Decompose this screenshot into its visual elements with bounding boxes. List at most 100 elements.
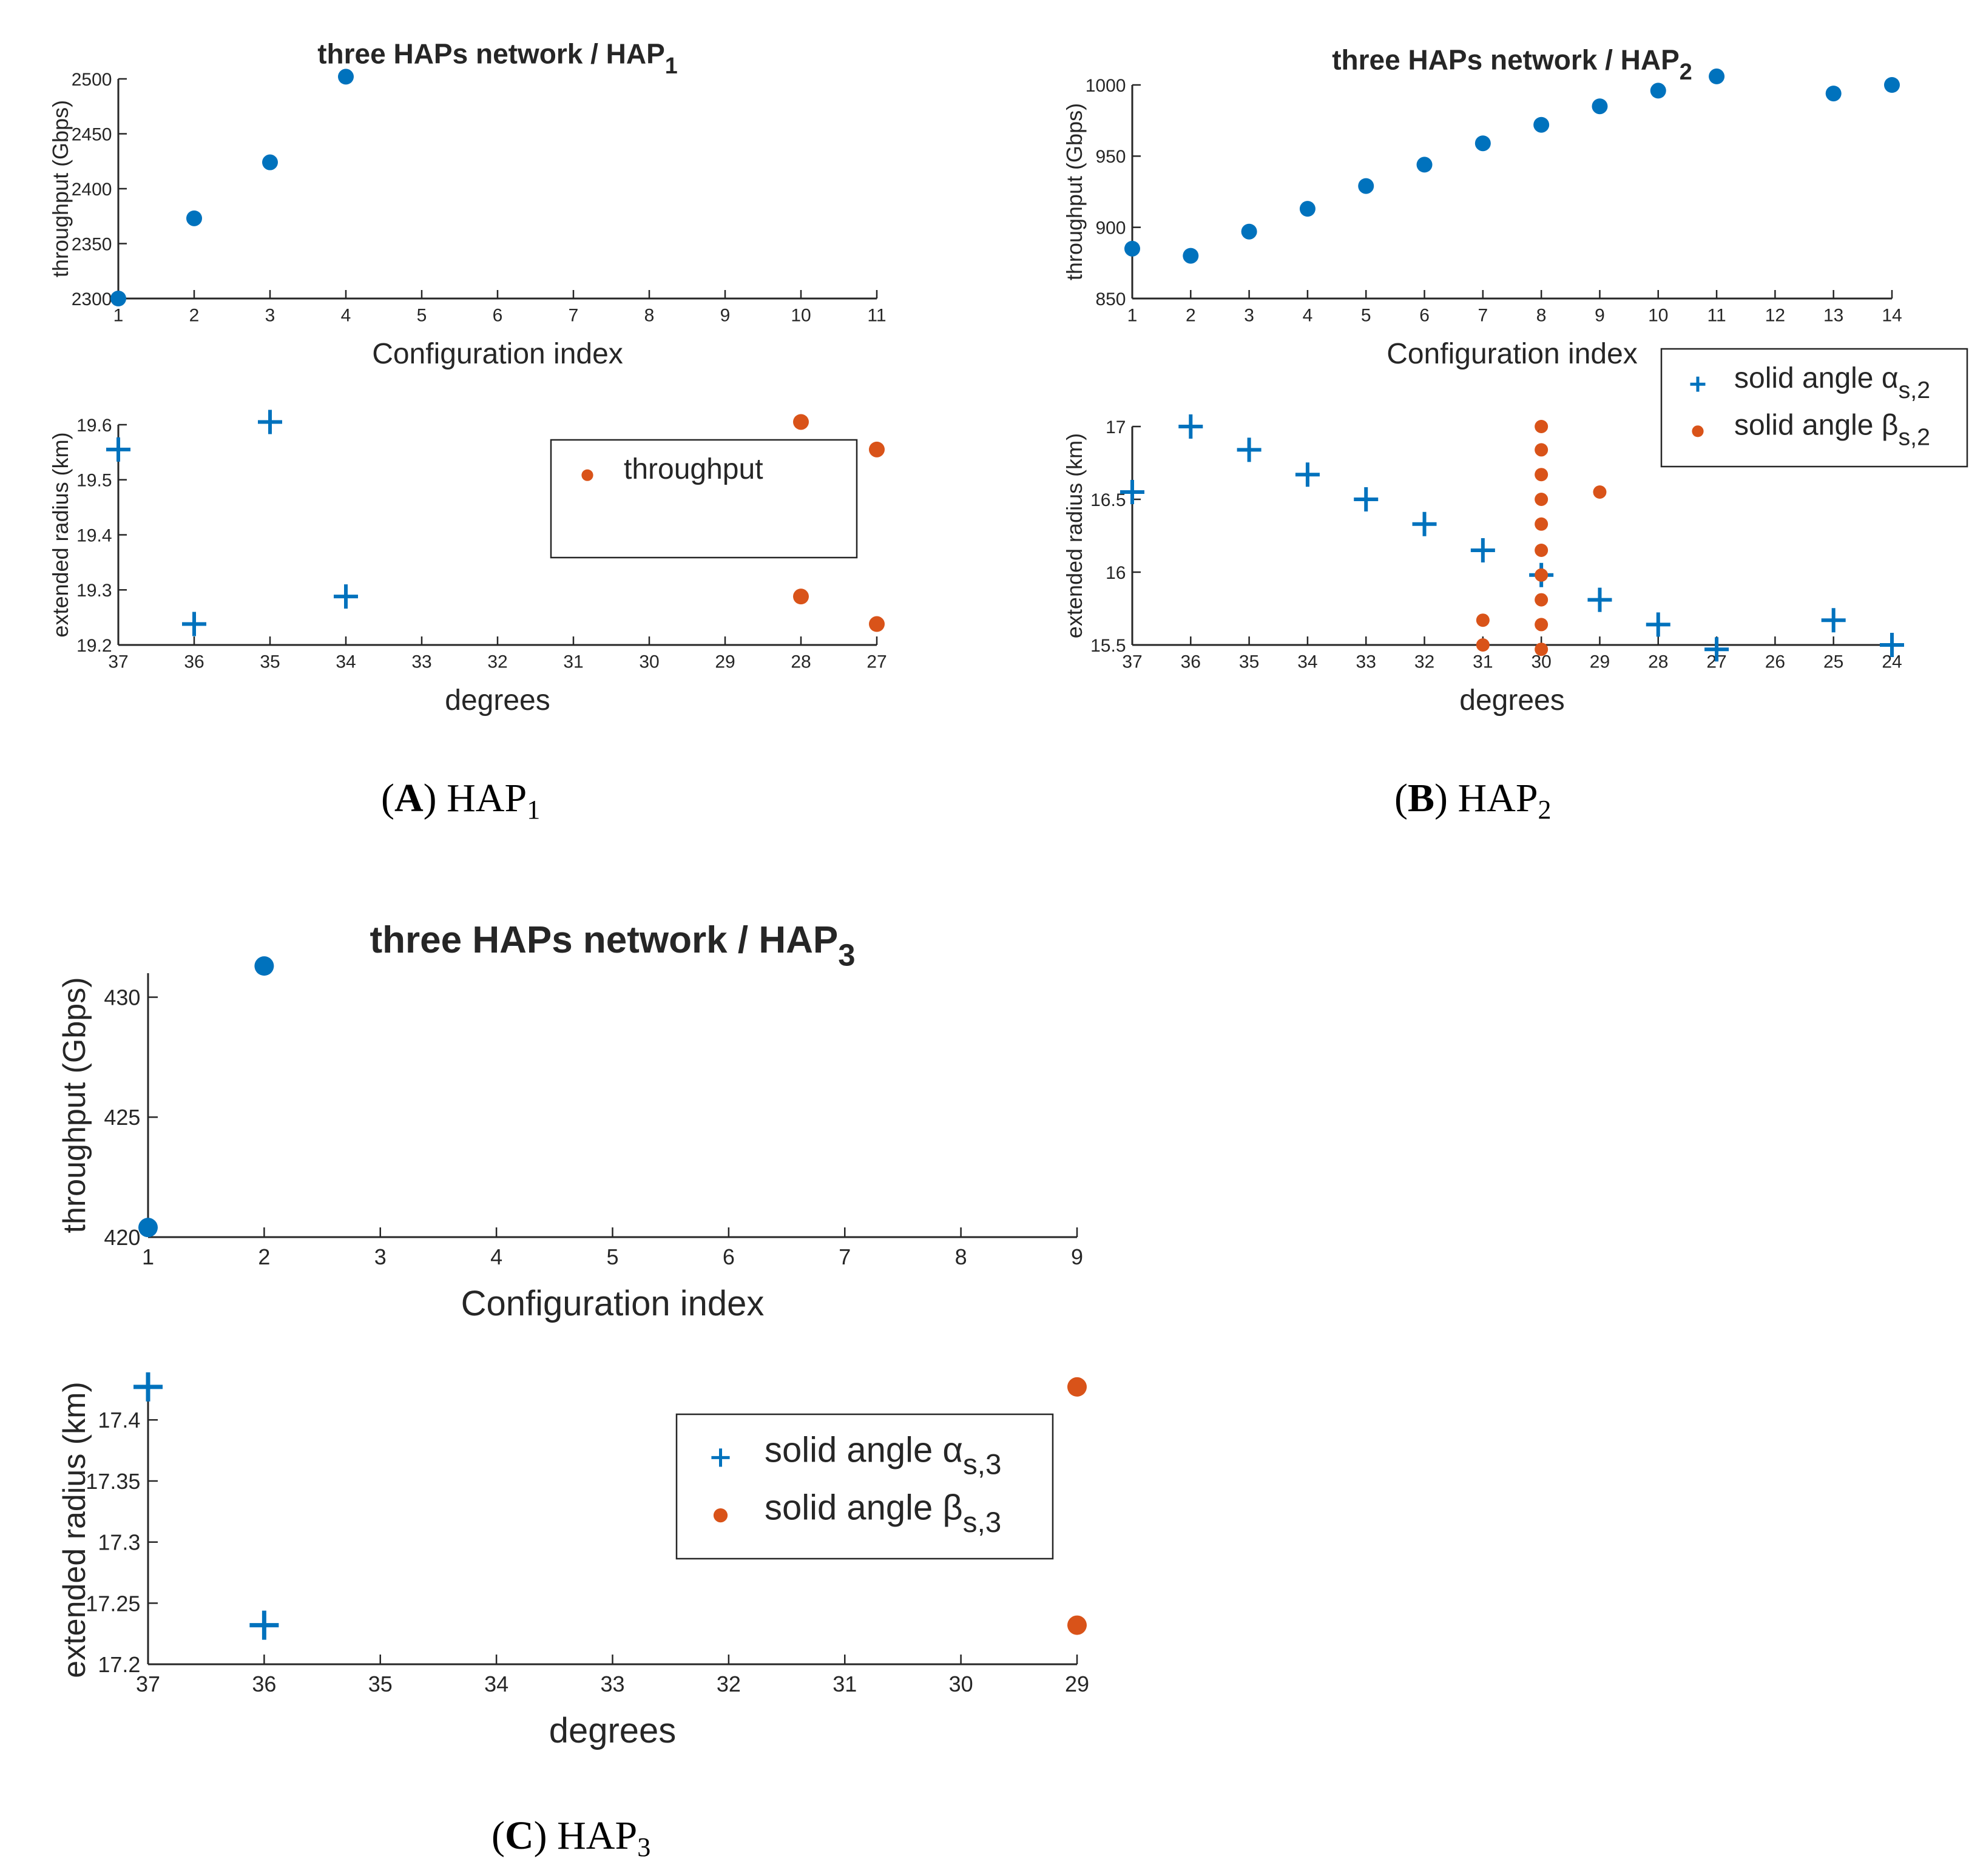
data-point [1535,593,1549,607]
y-tick-label: 430 [104,985,140,1010]
x-tick-label: 8 [955,1244,967,1269]
legend-entry: solid angle βs,3 [765,1488,1001,1539]
data-point [1535,643,1549,656]
data-point [1709,68,1725,84]
data-point [793,414,809,430]
x-tick-label: 7 [1478,306,1488,326]
chart-title: three HAPs network / HAP1 [317,38,678,78]
data-point [1535,443,1549,457]
x-tick-label: 36 [184,652,204,672]
x-tick-label: 31 [563,652,583,672]
x-tick-label: 37 [1122,652,1142,672]
x-axis-label: Configuration index [372,338,623,370]
data-point [138,1218,158,1238]
legend: throughput [550,439,858,559]
y-tick-label: 425 [104,1105,140,1130]
x-tick-label: 28 [791,652,811,672]
data-point [1650,83,1666,99]
data-point-plus [1821,608,1846,633]
x-tick-label: 6 [1419,306,1430,326]
data-point [254,956,274,976]
x-tick-label: 36 [252,1672,276,1696]
data-point-plus [1354,487,1379,511]
chart-a-radius: 37 36 35 34 33 32 31 30 29 28 27 19.2 19.3 19.4 19.5 19… [48,410,887,717]
x-tick-label: 25 [1823,652,1843,672]
y-axis-label: extended radius (km) [57,1382,92,1678]
x-tick-label: 29 [1065,1672,1089,1696]
x-tick-label: 2 [258,1244,270,1269]
x-tick-label: 33 [411,652,431,672]
x-axis-label: Configuration index [461,1284,765,1323]
y-tick-label: 17.4 [98,1408,140,1432]
data-point [1592,98,1608,115]
data-point [1358,178,1374,194]
data-point [1474,135,1491,152]
y-tick-label: 16 [1106,563,1126,583]
y-axis-label: throughput (Gbps) [57,977,92,1233]
legend-entry: solid angle βs,2 [1734,410,1930,451]
x-tick-label: 2 [1186,306,1196,326]
y-tick-label: 19.6 [76,416,112,436]
data-point [793,589,809,605]
x-tick-label: 32 [487,652,507,672]
x-tick-label: 10 [791,306,811,326]
data-point [110,291,126,306]
legend-marker-dot [1692,425,1704,437]
x-tick-label: 31 [833,1672,857,1696]
data-point [1067,1377,1087,1397]
y-axis-label: extended radius (km) [48,432,73,637]
y-tick-label: 19.2 [76,636,112,656]
y-tick-label: 17.35 [86,1469,140,1494]
x-tick-label: 37 [136,1672,160,1696]
y-tick-label: 900 [1095,218,1126,238]
y-tick-label: 420 [104,1225,140,1250]
x-tick-label: 30 [949,1672,973,1696]
chart-title: three HAPs network / HAP2 [1332,44,1692,84]
x-tick-label: 13 [1823,306,1843,326]
y-tick-label: 17 [1106,417,1126,437]
x-tick-label: 6 [493,306,503,326]
chart-a-throughput: 1 2 3 4 5 6 7 8 9 10 11 2300 2350 2400 2450 2500 Configu… [48,38,887,559]
y-tick-label: 19.4 [76,525,112,545]
data-point [1535,420,1549,433]
x-tick-label: 5 [606,1244,618,1269]
chart-b-radius: 37 36 35 34 33 32 31 30 29 28 27 26 25 2415.51616.517… [1062,348,1968,717]
x-tick-label: 36 [1181,652,1201,672]
data-point [1884,77,1900,93]
x-tick-label: 26 [1765,652,1785,672]
x-tick-label: 11 [867,306,886,326]
x-tick-label: 27 [866,652,887,672]
data-point [869,616,885,632]
x-tick-label: 4 [1303,306,1313,326]
data-point [338,69,354,85]
legend: solid angle αs,3 solid angle βs,3 [675,1413,1054,1560]
x-tick-label: 1 [1127,306,1138,326]
data-point [869,441,885,457]
y-axis-label: throughput (Gbps) [48,100,73,277]
y-tick-label: 17.25 [86,1591,140,1616]
data-point [1476,613,1490,627]
x-tick-label: 5 [417,306,427,326]
x-tick-label: 6 [723,1244,735,1269]
x-tick-label: 4 [341,306,351,326]
chart-title: three HAPs network / HAP3 [370,919,855,973]
x-tick-label: 35 [1239,652,1259,672]
chart-c-radius: 37 36 35 34 33 32 31 30 29 17.2 17.25 17.3 17.35 17.4… [57,1372,1089,1750]
x-tick-label: 29 [715,652,735,672]
y-tick-label: 17.3 [98,1530,140,1555]
x-tick-label: 32 [1414,652,1434,672]
y-tick-label: 19.3 [76,581,112,601]
y-tick-label: 850 [1095,289,1126,309]
data-point [1535,468,1549,482]
x-tick-label: 35 [260,652,280,672]
legend-box [550,439,858,559]
x-tick-label: 31 [1473,652,1493,672]
legend-entry: throughput [624,453,763,485]
data-point-plus [249,1610,279,1640]
chart-c-throughput: 1 2 3 4 5 6 7 8 9 420 425 430 Configuration index thr… [57,919,1083,1323]
data-point-plus [1237,437,1262,462]
data-point [1593,485,1607,499]
y-tick-label: 2400 [72,180,112,200]
y-tick-label: 950 [1095,147,1126,167]
